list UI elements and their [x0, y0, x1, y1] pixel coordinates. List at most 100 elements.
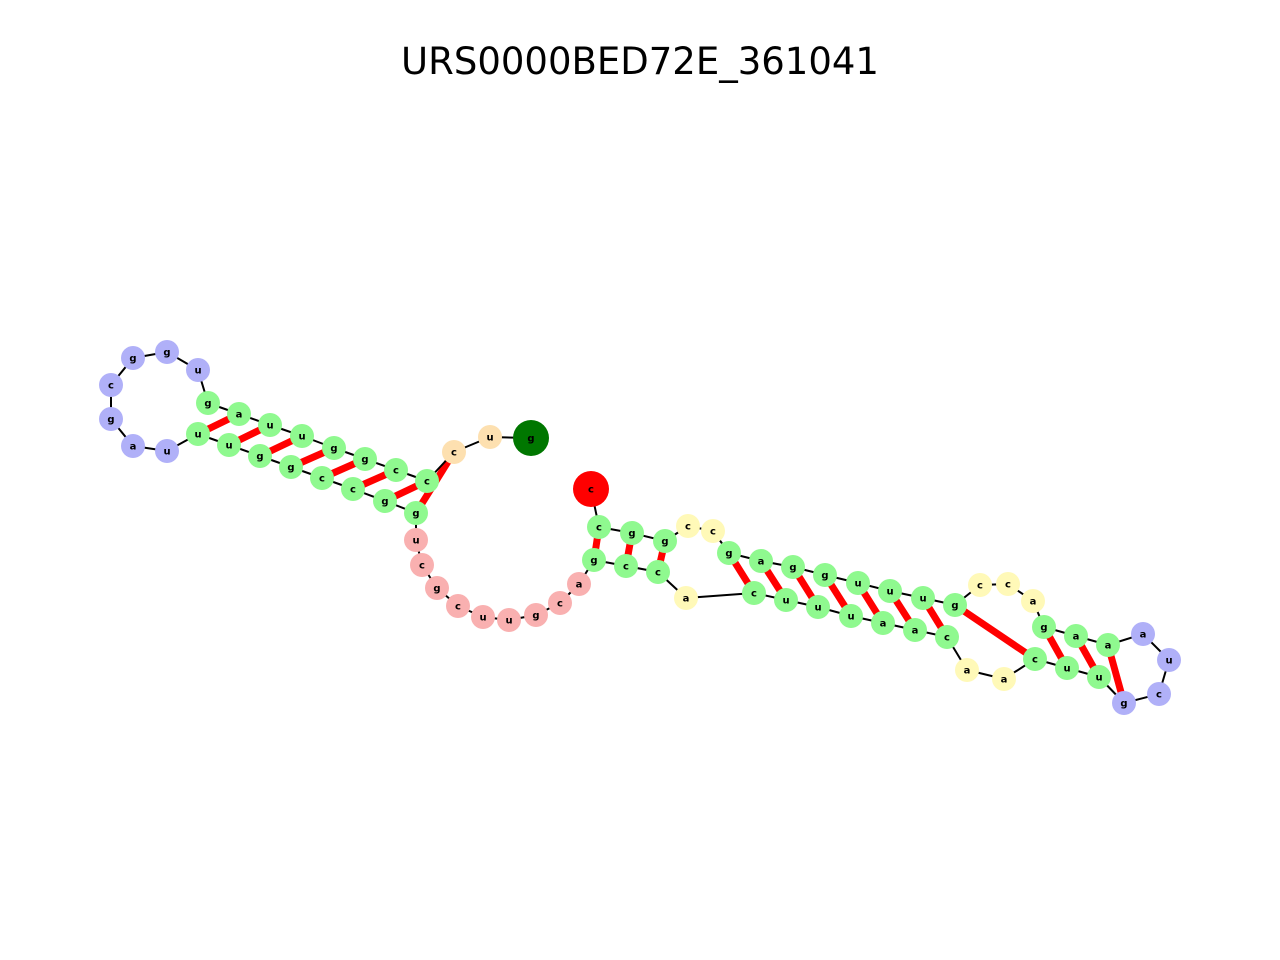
nucleotide-label: u — [194, 366, 201, 377]
nucleotide-circle — [742, 581, 766, 605]
nucleotide: c — [310, 466, 334, 490]
nucleotide-label: c — [451, 448, 457, 459]
nucleotide-circle — [620, 521, 644, 545]
nucleotide: c — [587, 515, 611, 539]
nucleotide-circle — [653, 529, 677, 553]
nucleotide-circle — [996, 572, 1020, 596]
nucleotide-label: a — [1140, 630, 1147, 641]
nucleotide: a — [992, 667, 1016, 691]
nucleotide-label: g — [129, 354, 136, 365]
nucleotide: u — [471, 605, 495, 629]
nucleotide-circle — [384, 458, 408, 482]
nucleotide-label: a — [1030, 597, 1037, 608]
nucleotide: c — [996, 572, 1020, 596]
nucleotide-circle — [341, 477, 365, 501]
nucleotide-label: a — [964, 666, 971, 677]
nucleotide: c — [968, 573, 992, 597]
nucleotide-circle — [186, 422, 210, 446]
nucleotide-circle — [548, 591, 572, 615]
nucleotide-circle — [839, 604, 863, 628]
nucleotide-circle — [478, 425, 502, 449]
nucleotide-label: a — [1073, 632, 1080, 643]
nucleotide: c — [442, 440, 466, 464]
nucleotide-label: g — [330, 444, 337, 455]
nucleotide-circle — [968, 573, 992, 597]
nucleotide-circle — [155, 340, 179, 364]
nucleotide-circle — [121, 434, 145, 458]
nucleotide-circle — [806, 595, 830, 619]
nucleotide-label: c — [751, 589, 757, 600]
nucleotide: c — [410, 553, 434, 577]
nucleotide-circle — [404, 528, 428, 552]
nucleotide-label: g — [1040, 623, 1047, 634]
nucleotide: a — [227, 402, 251, 426]
nucleotide-circle — [471, 605, 495, 629]
nucleotide-label: u — [814, 603, 821, 614]
nucleotide-label: g — [204, 399, 211, 410]
nucleotide-label: g — [256, 452, 263, 463]
nucleotide-circle — [582, 548, 606, 572]
nucleotide: g — [620, 521, 644, 545]
nucleotide-label: u — [847, 612, 854, 623]
nucleotide-circle — [373, 489, 397, 513]
nucleotide-circle — [186, 358, 210, 382]
nucleotide-circle — [524, 603, 548, 627]
nucleotide-label: u — [1095, 673, 1102, 684]
nucleotide-label: g — [590, 556, 597, 567]
nucleotide: g — [155, 340, 179, 364]
nucleotide-label: g — [412, 509, 419, 520]
nucleotide-circle — [196, 391, 220, 415]
nucleotide: a — [1131, 622, 1155, 646]
nucleotide-circle — [846, 571, 870, 595]
nucleotide-circle — [1096, 633, 1120, 657]
nucleotide-circle — [322, 436, 346, 460]
nucleotide-circle — [871, 611, 895, 635]
nucleotide-label: c — [557, 599, 563, 610]
nucleotide: u — [258, 413, 282, 437]
nucleotide: g — [279, 455, 303, 479]
nucleotide: g — [781, 555, 805, 579]
nucleotide-circle — [404, 501, 428, 525]
nucleotide: u — [186, 358, 210, 382]
nucleotide: a — [121, 434, 145, 458]
nucleotide: u — [155, 439, 179, 463]
nucleotide-circle — [442, 440, 466, 464]
nucleotide-label: a — [912, 626, 919, 637]
nucleotide: g — [404, 501, 428, 525]
nucleotide-circle — [573, 471, 609, 507]
nucleotide-circle — [878, 579, 902, 603]
nucleotide-label: c — [710, 527, 716, 538]
nucleotide-circle — [903, 618, 927, 642]
nucleotide-label: c — [685, 522, 691, 533]
nucleotide: u — [186, 422, 210, 446]
nucleotide: u — [497, 608, 521, 632]
nucleotide-circle — [1112, 691, 1136, 715]
nucleotide: a — [1064, 624, 1088, 648]
nucleotide-circle — [701, 519, 725, 543]
base-pair-bond — [953, 602, 1037, 662]
nucleotide-label: g — [725, 549, 732, 560]
nucleotide-label: a — [236, 410, 243, 421]
nucleotide-circle — [217, 433, 241, 457]
nucleotide: g — [653, 529, 677, 553]
nucleotide: g — [121, 346, 145, 370]
nucleotide-label: c — [588, 485, 594, 496]
nucleotide-label: g — [661, 537, 668, 548]
nucleotide-circle — [567, 572, 591, 596]
nucleotide-label: c — [1005, 580, 1011, 591]
nucleotide-label: u — [1165, 656, 1172, 667]
nucleotide: c — [1147, 682, 1171, 706]
nucleotide: c — [614, 554, 638, 578]
nucleotide-circle — [99, 373, 123, 397]
nucleotide-label: u — [1063, 664, 1070, 675]
nucleotide-label: g — [789, 563, 796, 574]
nucleotide: c — [701, 519, 725, 543]
nucleotide: g — [524, 603, 548, 627]
nucleotide: g — [196, 391, 220, 415]
nucleotide-circle — [943, 593, 967, 617]
nucleotide-label: u — [854, 579, 861, 590]
nucleotide: c — [573, 471, 609, 507]
nucleotide-label: c — [424, 477, 430, 488]
